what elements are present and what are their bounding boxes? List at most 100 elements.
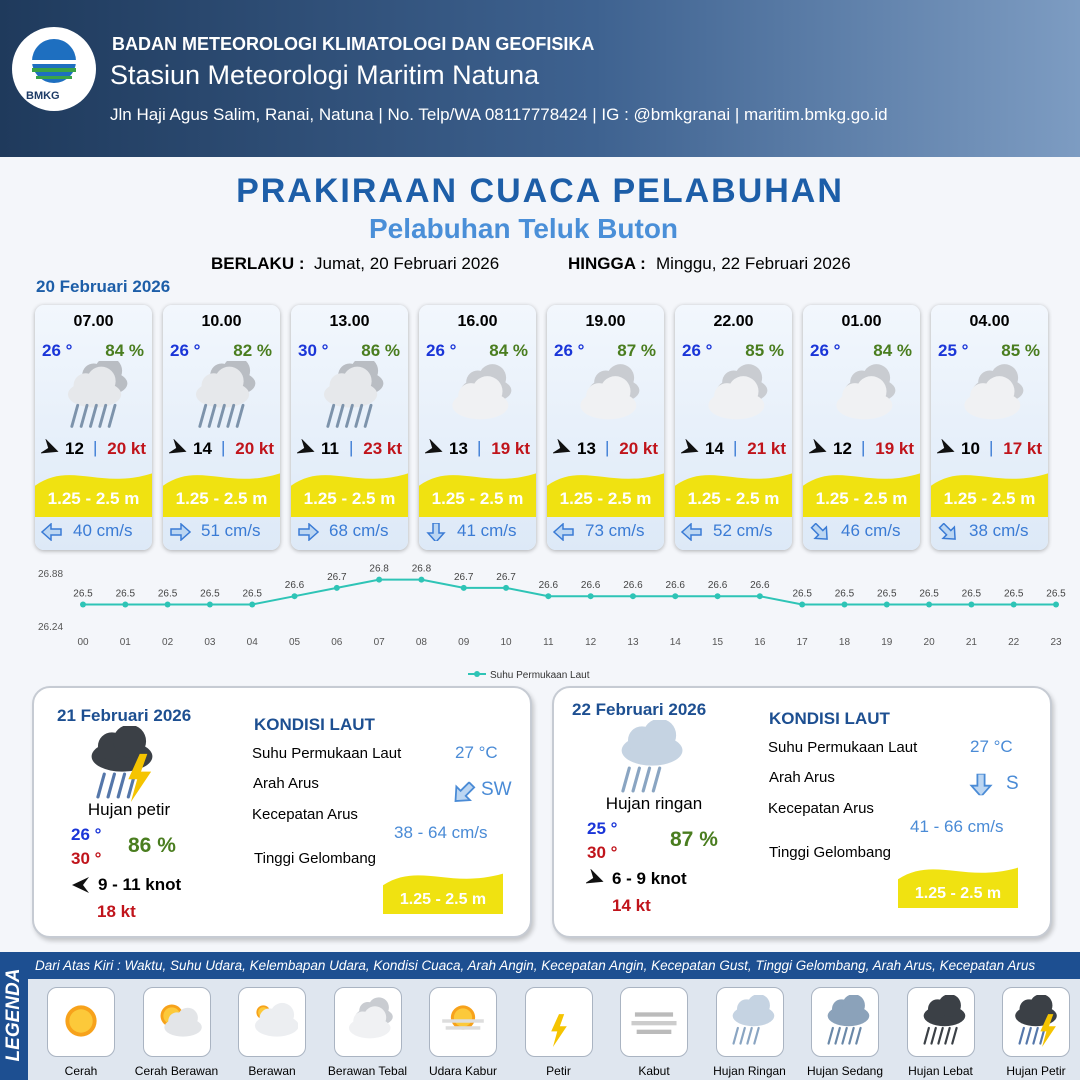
icon-svg (39, 438, 59, 454)
point (418, 576, 425, 583)
icon-line (345, 403, 354, 428)
icon-g (708, 376, 765, 420)
icon-svg (807, 438, 827, 454)
point (714, 593, 721, 600)
logo-stripe (36, 76, 72, 79)
wave-shape (675, 465, 792, 522)
icon-svg (679, 438, 699, 454)
arrow-icon (451, 781, 477, 810)
wave-shape (163, 465, 280, 522)
time: 10.00 (201, 313, 242, 330)
hour-card: 22.00 26 ° 85 % 14 | 21 kt 1.25 - 2.5 m 52 cm/s (675, 305, 792, 550)
logo-mark (30, 39, 78, 83)
icon-svg (827, 994, 870, 1045)
legend-box (333, 987, 402, 1057)
time: 19.00 (585, 313, 626, 330)
current-speed: 38 cm/s (969, 521, 1029, 540)
icon-circle (600, 376, 631, 407)
icon-svg (254, 1002, 299, 1037)
icon-svg (631, 1012, 677, 1034)
icon-line (834, 1026, 841, 1045)
icon-circle (453, 1008, 473, 1027)
time: 01.00 (841, 313, 882, 330)
wave-height: 1.25 - 2.5 m (47, 489, 140, 508)
separator: | (349, 438, 354, 457)
icon-g (552, 522, 574, 542)
time: 04.00 (969, 313, 1010, 330)
icon-path (898, 867, 1018, 908)
wind-speed: 12 (833, 439, 852, 458)
icon-line (950, 1026, 958, 1045)
date: 21 Februari 2026 (57, 706, 192, 725)
x-tick-label: 06 (331, 637, 343, 648)
day-panel: 22 Februari 2026 Hujan ringan 25 ° 30 ° 87 %… (552, 686, 1052, 938)
icon-svg (291, 473, 408, 517)
current-direction: S (1006, 773, 1019, 794)
hour-card: 16.00 26 ° 84 % 13 | 19 kt 1.25 - 2.5 m 41 cm/s (419, 305, 536, 550)
icon-line (96, 772, 106, 799)
data-label: 26.5 (1046, 588, 1066, 599)
point (164, 601, 171, 608)
icon-line (363, 403, 373, 428)
gust: 17 kt (1003, 439, 1042, 458)
weather-icon (246, 995, 299, 1052)
icon-polygon (426, 522, 446, 544)
icon-svg (964, 364, 1024, 420)
icon-line (79, 403, 89, 428)
data-label: 26.6 (750, 580, 770, 591)
icon-circle (1029, 994, 1053, 1017)
weather-icon (59, 357, 129, 436)
icon-svg (170, 522, 192, 542)
legend-label: Suhu Permukaan Laut (490, 670, 590, 681)
icon-svg (91, 724, 153, 802)
wind-icon (584, 868, 606, 894)
x-tick-label: 14 (670, 637, 682, 648)
icon-g (39, 438, 59, 454)
icon-rect (442, 1019, 484, 1023)
icon-g (195, 366, 250, 408)
x-tick-label: 22 (1008, 637, 1020, 648)
day1-date: 20 Februari 2026 (36, 277, 171, 296)
icon-svg (195, 357, 256, 428)
icon-svg (584, 868, 604, 884)
icon-svg (922, 994, 965, 1045)
icon-polygon (298, 522, 320, 542)
point (206, 601, 213, 608)
temp-max: 30 ° (71, 849, 102, 868)
point (249, 601, 256, 608)
weather-icon (628, 995, 680, 1052)
sea-label: Kecepatan Arus (768, 800, 874, 817)
wave-height: 1.25 - 2.5 m (914, 885, 1002, 902)
icon-g (72, 877, 89, 893)
humidity: 86 % (361, 341, 400, 360)
icon-polygon (128, 753, 152, 802)
temperature: 26 ° (426, 341, 457, 360)
icon-g (679, 438, 699, 454)
wave-height: 1.25 - 2.5 m (303, 489, 396, 508)
hour-card: 01.00 26 ° 84 % 12 | 19 kt 1.25 - 2.5 m 46 cm/s (803, 305, 920, 550)
icon-svg (35, 473, 152, 517)
sea-title: KONDISI LAUT (254, 715, 375, 734)
weather-icon (437, 995, 489, 1052)
valid-from-label: BERLAKU : (211, 254, 305, 273)
icon-line (827, 1026, 834, 1045)
x-tick-label: 04 (247, 637, 259, 648)
temperature: 26 ° (42, 341, 73, 360)
data-label: 26.5 (877, 588, 897, 599)
logo-stripe (30, 60, 78, 64)
arrow-icon (425, 522, 447, 546)
weather-icon (1010, 994, 1062, 1052)
icon-circle (177, 1007, 198, 1029)
temperature: 26 ° (810, 341, 841, 360)
station-name: Stasiun Meteorologi Maritim Natuna (110, 60, 540, 90)
icon-svg (898, 867, 1018, 908)
humidity: 84 % (489, 341, 528, 360)
icon-line (235, 403, 245, 428)
icon-path (291, 473, 408, 517)
icon-svg (803, 473, 920, 517)
legend-item-label: Kabut (638, 1064, 670, 1078)
icon-svg (552, 522, 574, 542)
wave-shape (931, 465, 1048, 522)
arrow-icon (169, 522, 192, 546)
